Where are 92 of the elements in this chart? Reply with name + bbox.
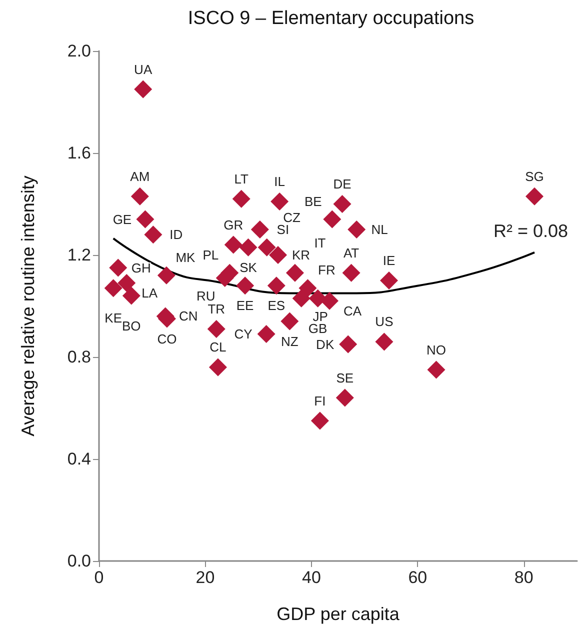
point [280,312,299,330]
point [339,335,358,354]
point [258,238,276,256]
point [104,279,122,298]
point [109,258,128,277]
point [298,279,317,298]
point [333,195,352,213]
data-label: AM [130,168,150,184]
data-label: IL [274,174,285,189]
point [134,80,152,98]
point [136,210,154,228]
data-label: AT [343,245,360,260]
data-label: LT [234,171,248,186]
data-label: KE [104,310,122,326]
annotation: R² = 0.08 [493,221,568,241]
point [310,412,329,430]
data-label: NL [371,222,388,237]
data-label: FI [314,393,326,408]
point [526,187,544,206]
point [122,286,140,305]
data-label: KR [292,248,310,262]
data-label: ID [170,227,183,242]
point [267,276,286,295]
point [144,226,162,244]
data-label: BO [122,318,141,334]
point [323,210,342,228]
data-label: NZ [280,334,298,349]
data-label: BE [304,194,322,209]
x-tick-label: 20 [196,568,215,587]
data-label: IT [314,235,326,250]
point [427,360,446,379]
point [320,292,338,310]
data-label: CO [157,331,177,346]
x-axis-title: GDP per capita [276,604,400,624]
point [380,272,398,290]
point [207,320,226,338]
data-label: RU [196,288,216,304]
point [286,264,304,282]
point [236,276,254,295]
x-tick-label: 80 [514,568,534,587]
point [257,325,276,344]
data-label: DK [316,336,334,352]
data-label: CA [343,303,362,318]
data-label: GH [131,260,151,276]
y-tick-label: 0.4 [67,450,91,468]
data-label: SE [336,370,354,386]
x-tick-label: 0 [94,568,104,587]
point [208,358,227,376]
data-label: MK [176,250,196,265]
point [224,236,242,254]
point [342,264,360,282]
point [336,388,354,407]
data-label: IE [382,253,396,268]
data-label: LA [142,286,158,301]
point [375,332,394,351]
x-tick-label: 40 [302,568,321,587]
data-label: CZ [283,210,301,225]
data-label: EE [236,298,254,314]
point [268,246,287,264]
data-label: SG [525,168,544,184]
data-label: CY [234,326,253,342]
data-label: CN [179,308,198,324]
data-label: UA [134,62,152,77]
data-label: GE [112,212,132,227]
data-label: GR [224,217,244,232]
data-label: TR [208,301,226,316]
data-label: PL [202,247,219,262]
point [292,289,310,308]
y-axis-title: Average relative routine intensity [18,176,38,436]
data-label: FR [318,262,336,278]
y-tick-label: 2.0 [67,42,91,60]
y-tick-label: 0.8 [67,348,91,366]
chart-title: ISCO 9 – Elementary occupations [188,8,474,29]
x-tick-label: 60 [408,568,428,587]
point [239,238,258,256]
point [130,187,149,206]
point [157,266,176,284]
point [232,190,250,208]
data-label: NO [426,342,446,358]
data-label: CL [210,340,226,355]
y-tick-label: 0.0 [67,552,91,570]
data-label: SK [240,260,258,275]
y-tick-label: 1.2 [67,246,91,264]
data-label: SI [276,222,290,237]
y-tick-label: 1.6 [67,144,91,162]
data-label: US [375,314,394,330]
point [118,274,136,292]
point [270,192,289,210]
point [348,220,366,238]
data-label: DE [333,176,352,192]
data-label: ES [268,298,286,314]
point [250,220,269,238]
